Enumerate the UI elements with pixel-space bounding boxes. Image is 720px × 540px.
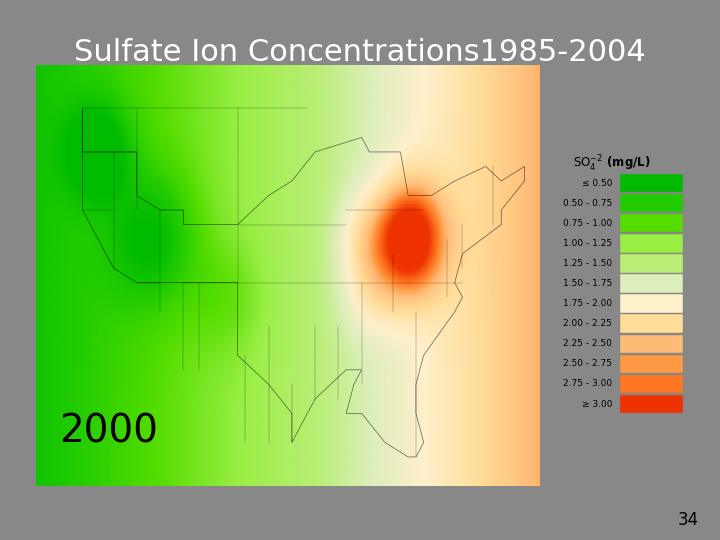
FancyBboxPatch shape — [621, 314, 683, 333]
FancyBboxPatch shape — [621, 395, 683, 413]
FancyBboxPatch shape — [621, 335, 683, 353]
Text: 1.75 - 2.00: 1.75 - 2.00 — [563, 299, 612, 308]
Text: 2.00 - 2.25: 2.00 - 2.25 — [563, 319, 612, 328]
Text: 1.25 - 1.50: 1.25 - 1.50 — [563, 259, 612, 268]
Text: 2.25 - 2.50: 2.25 - 2.50 — [563, 339, 612, 348]
FancyBboxPatch shape — [621, 234, 683, 253]
Text: $\mathrm{SO_4^{-2}}$ (mg/L): $\mathrm{SO_4^{-2}}$ (mg/L) — [573, 154, 651, 174]
Text: 0.75 - 1.00: 0.75 - 1.00 — [563, 219, 612, 228]
FancyBboxPatch shape — [621, 174, 683, 192]
FancyBboxPatch shape — [621, 274, 683, 293]
FancyBboxPatch shape — [621, 294, 683, 313]
FancyBboxPatch shape — [621, 375, 683, 393]
Text: 2.50 - 2.75: 2.50 - 2.75 — [563, 360, 612, 368]
Text: ≤ 0.50: ≤ 0.50 — [582, 179, 612, 187]
Text: ≥ 3.00: ≥ 3.00 — [582, 400, 612, 409]
FancyBboxPatch shape — [621, 355, 683, 373]
Text: 1.50 - 1.75: 1.50 - 1.75 — [563, 279, 612, 288]
Text: 2000: 2000 — [59, 413, 158, 450]
Text: 34: 34 — [678, 511, 698, 529]
FancyBboxPatch shape — [621, 214, 683, 232]
Text: Sulfate Ion Concentrations1985-2004: Sulfate Ion Concentrations1985-2004 — [74, 38, 646, 67]
Text: 2.75 - 3.00: 2.75 - 3.00 — [563, 380, 612, 388]
Text: 0.50 - 0.75: 0.50 - 0.75 — [563, 199, 612, 208]
Text: 1.00 - 1.25: 1.00 - 1.25 — [563, 239, 612, 248]
FancyBboxPatch shape — [621, 194, 683, 212]
FancyBboxPatch shape — [621, 254, 683, 273]
